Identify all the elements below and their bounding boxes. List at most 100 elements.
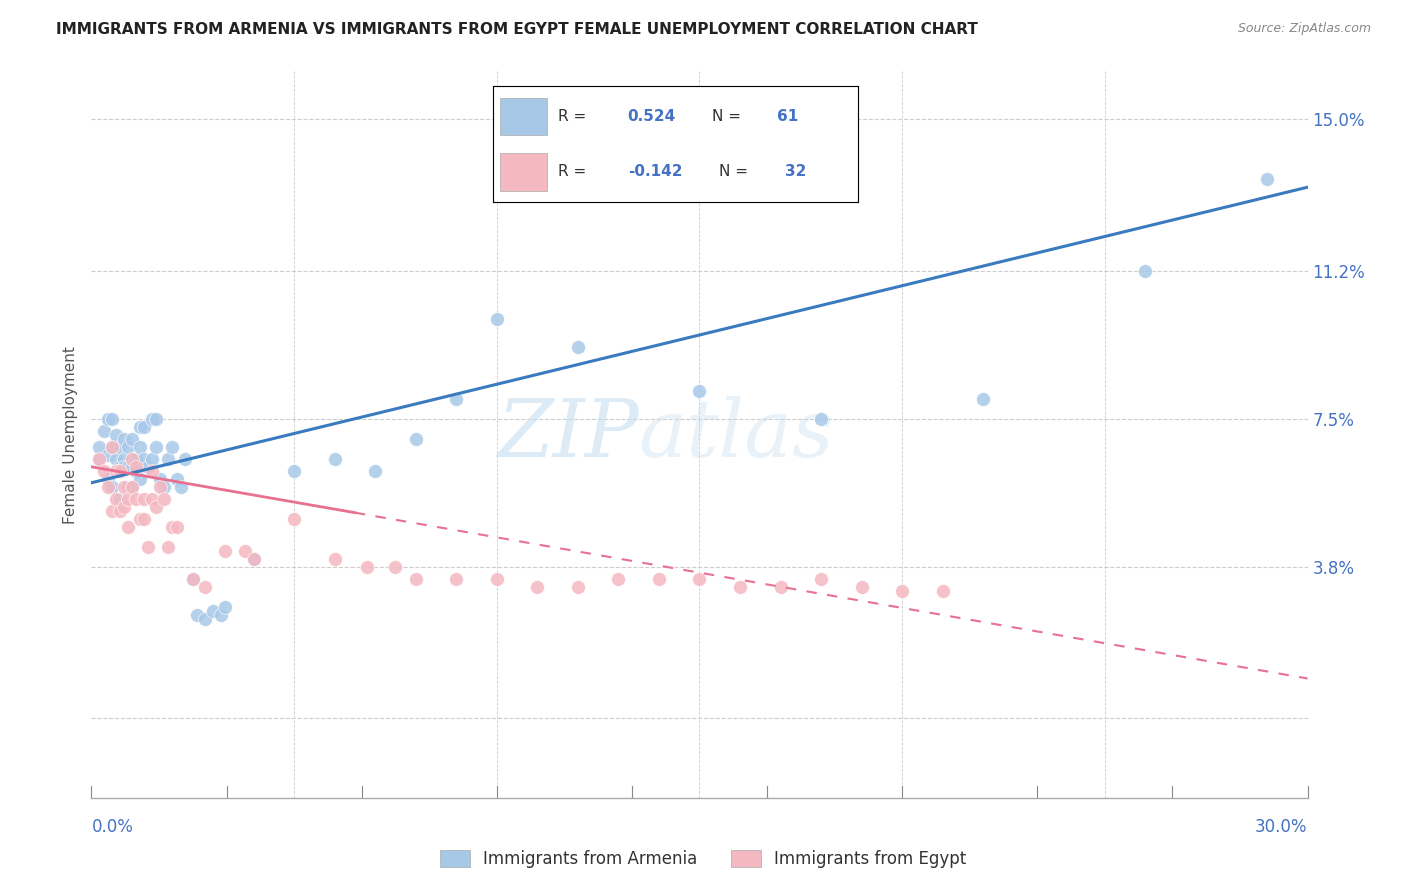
Point [121,480,143,494]
Point [202,604,225,618]
Point [194,580,217,594]
Point [121,451,143,466]
Point [108,440,131,454]
Point [89,451,111,466]
Point [89,440,111,454]
Point [145,440,167,454]
Text: ZIP: ZIP [496,396,638,474]
Text: Source: ZipAtlas.com: Source: ZipAtlas.com [1237,22,1371,36]
Point [810,412,832,426]
Point [648,572,671,586]
Point [117,491,139,506]
Point [209,607,232,622]
Point [166,472,188,486]
Point [104,428,127,442]
Point [100,440,122,454]
Point [145,500,167,514]
Point [186,607,208,622]
Point [104,464,127,478]
Text: 0.0%: 0.0% [91,818,134,837]
Point [145,412,167,426]
Point [112,451,135,466]
Point [323,551,346,566]
Point [607,572,630,586]
Point [141,464,163,478]
Point [141,451,163,466]
Point [141,491,163,506]
Point [129,472,152,486]
Point [157,451,180,466]
Point [108,504,131,518]
Point [97,448,120,462]
Point [100,440,122,454]
Point [444,392,467,406]
Point [173,451,195,466]
Point [181,572,204,586]
Point [100,480,122,494]
Point [112,432,135,446]
Point [125,451,148,466]
Point [891,583,914,598]
Point [129,420,152,434]
Point [242,551,264,566]
Point [93,424,115,438]
Point [526,580,548,594]
Point [117,519,139,533]
Text: IMMIGRANTS FROM ARMENIA VS IMMIGRANTS FROM EGYPT FEMALE UNEMPLOYMENT CORRELATION: IMMIGRANTS FROM ARMENIA VS IMMIGRANTS FR… [56,22,979,37]
Point [136,459,159,474]
Point [235,543,257,558]
Point [97,412,120,426]
Point [810,572,832,586]
Point [405,572,427,586]
Point [97,472,120,486]
Point [1135,264,1157,278]
Point [688,384,710,398]
Point [214,599,236,614]
Y-axis label: Female Unemployment: Female Unemployment [62,346,77,524]
Point [125,464,148,478]
Point [129,440,152,454]
Point [108,464,131,478]
Point [972,392,994,406]
Point [104,491,127,506]
Point [141,412,163,426]
Point [129,512,152,526]
Point [384,559,406,574]
Point [931,583,953,598]
Point [132,512,155,526]
Point [149,480,172,494]
Point [108,491,131,506]
Point [162,440,184,454]
Point [121,480,143,494]
Point [214,543,236,558]
Point [157,540,180,554]
Point [136,540,159,554]
Point [117,440,139,454]
Legend: Immigrants from Armenia, Immigrants from Egypt: Immigrants from Armenia, Immigrants from… [433,843,973,875]
Point [688,572,710,586]
Point [242,551,264,566]
Point [153,480,176,494]
Point [100,412,122,426]
Point [323,451,346,466]
Point [169,480,191,494]
Point [769,580,792,594]
Point [283,512,305,526]
Point [125,459,148,474]
Point [108,459,131,474]
Point [89,451,111,466]
Point [181,572,204,586]
Point [121,432,143,446]
Point [728,580,751,594]
Point [93,464,115,478]
Point [132,420,155,434]
Point [405,432,427,446]
Point [112,480,135,494]
Point [485,572,508,586]
Point [356,559,378,574]
Point [132,491,155,506]
Point [153,491,176,506]
Point [125,491,148,506]
Point [1256,172,1278,186]
Text: atlas: atlas [638,396,834,474]
